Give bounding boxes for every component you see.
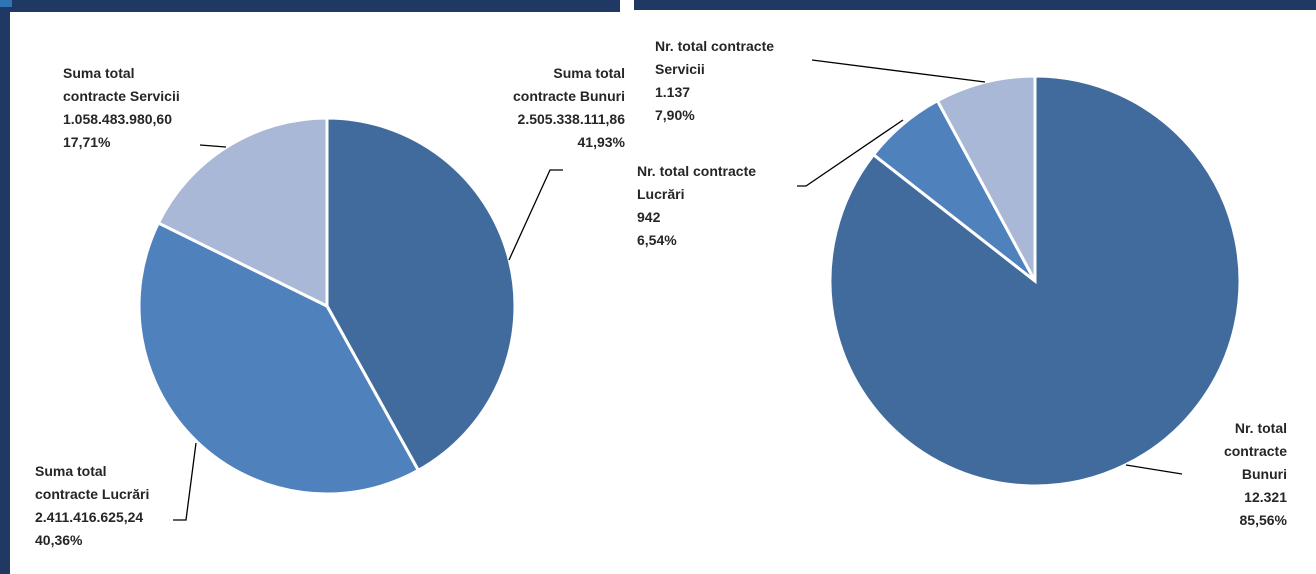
pie2-label-bunuri: Nr. total contracte Bunuri 12.321 85,56% <box>1224 420 1288 528</box>
pie1-label-servicii: Suma total contracte Servicii 1.058.483.98… <box>63 65 180 150</box>
frame-top-right <box>634 0 1316 10</box>
pie1-label-lucrari: Suma total contracte Lucrări 2.411.416.625… <box>35 463 149 548</box>
pie2-leader-lucrari <box>797 119 904 187</box>
pie1-label-bunuri: Suma total contracte Bunuri 2.505.338.111,… <box>513 65 626 150</box>
pie2-leader-servicii <box>811 59 986 83</box>
pie1-slice-lucrari <box>137 220 421 496</box>
pie2-label-servicii: Nr. total contracte Servicii 1.137 7,90% <box>655 38 774 123</box>
pie2-leader-bunuri <box>1125 464 1183 475</box>
pie-chart-counts: Nr. total contracte Bunuri 12.321 85,56% Nr. … <box>637 38 1288 528</box>
frame-left <box>0 0 10 574</box>
pie1-leader-lucrari <box>173 442 197 521</box>
pie1-leader-bunuri <box>508 169 563 261</box>
pie1-leader-servicii <box>199 144 227 148</box>
corner-mark <box>0 0 12 7</box>
pie2-label-lucrari: Nr. total contracte Lucrări 942 6,54% <box>637 163 756 248</box>
pie-chart-sums: Suma total contracte Bunuri 2.505.338.111,… <box>35 65 626 548</box>
frame-top-left <box>0 0 620 12</box>
pie1-slice-servicii <box>156 116 329 309</box>
